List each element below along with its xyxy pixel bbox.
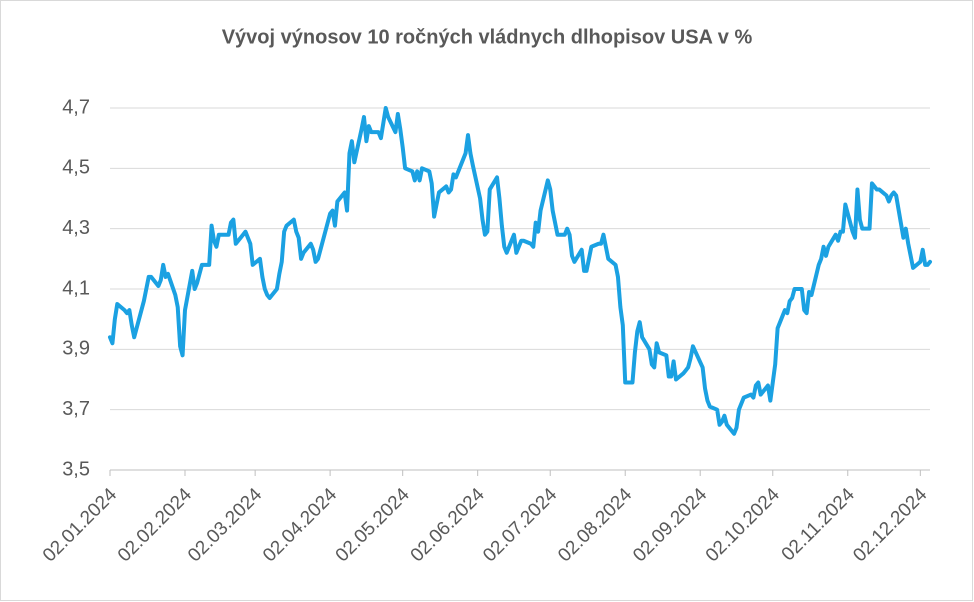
y-tick-label: 4,5 bbox=[62, 157, 90, 179]
y-tick-label: 3,9 bbox=[62, 338, 90, 360]
chart-title: Vývoj výnosov 10 ročných vládnych dlhopi… bbox=[222, 26, 753, 48]
y-tick-label: 4,7 bbox=[62, 96, 90, 118]
y-tick-label: 3,7 bbox=[62, 398, 90, 420]
y-tick-label: 4,3 bbox=[62, 217, 90, 239]
data-line bbox=[108, 106, 932, 436]
y-tick-label: 4,1 bbox=[62, 277, 90, 299]
y-tick-label: 3,5 bbox=[62, 458, 90, 480]
